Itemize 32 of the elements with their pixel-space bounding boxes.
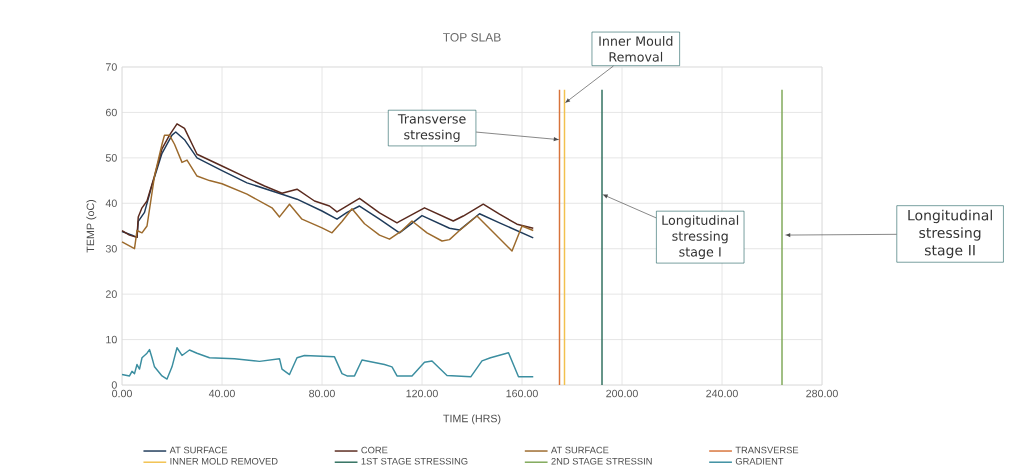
y-tick-label: 70 <box>105 63 117 71</box>
x-axis-title: TIME (HRS) <box>443 414 501 425</box>
legend-label: TRANSVERSE <box>735 446 799 454</box>
legend-label: GRADIENT <box>735 457 784 465</box>
y-tick-label: 50 <box>105 154 117 162</box>
x-tick-label: 80.00 <box>309 389 335 398</box>
y-tick-label: 60 <box>105 108 117 117</box>
legend-label: 1ST STAGE STRESSING <box>361 457 468 465</box>
annotation: Longitudinal stressing stage I <box>662 215 739 260</box>
annotation: Inner Mould Removal <box>599 36 673 62</box>
x-tick-label: 40.00 <box>208 389 235 398</box>
legend-label: AT SURFACE <box>169 446 228 454</box>
x-tick-label: 120.00 <box>406 389 438 398</box>
line-series <box>121 347 534 380</box>
y-axis-title: TEMP (oC) <box>86 200 97 253</box>
y-tick-label: 10 <box>106 335 117 344</box>
y-tick-label: 0 <box>111 381 117 389</box>
y-tick-label: 20 <box>105 290 117 298</box>
legend-label: 2ND STAGE STRESSIN <box>551 457 652 465</box>
x-tick-label: 200.00 <box>606 389 638 398</box>
annotation: Longitudinal stressing stage II <box>908 209 992 259</box>
y-tick-label: 40 <box>105 199 117 208</box>
x-tick-label: 0.00 <box>112 389 132 398</box>
legend-label: INNER MOLD REMOVED <box>170 457 278 465</box>
x-tick-label: 160.00 <box>506 389 538 398</box>
legend-label: CORE <box>361 446 388 454</box>
y-tick-label: 30 <box>105 244 117 253</box>
x-tick-label: 240.00 <box>706 389 738 398</box>
chart-title: TOP SLAB <box>443 33 501 42</box>
x-tick-label: 280.00 <box>806 389 838 398</box>
legend-label: AT SURFACE <box>550 446 609 454</box>
annotation: Transverse stressing <box>397 114 466 142</box>
